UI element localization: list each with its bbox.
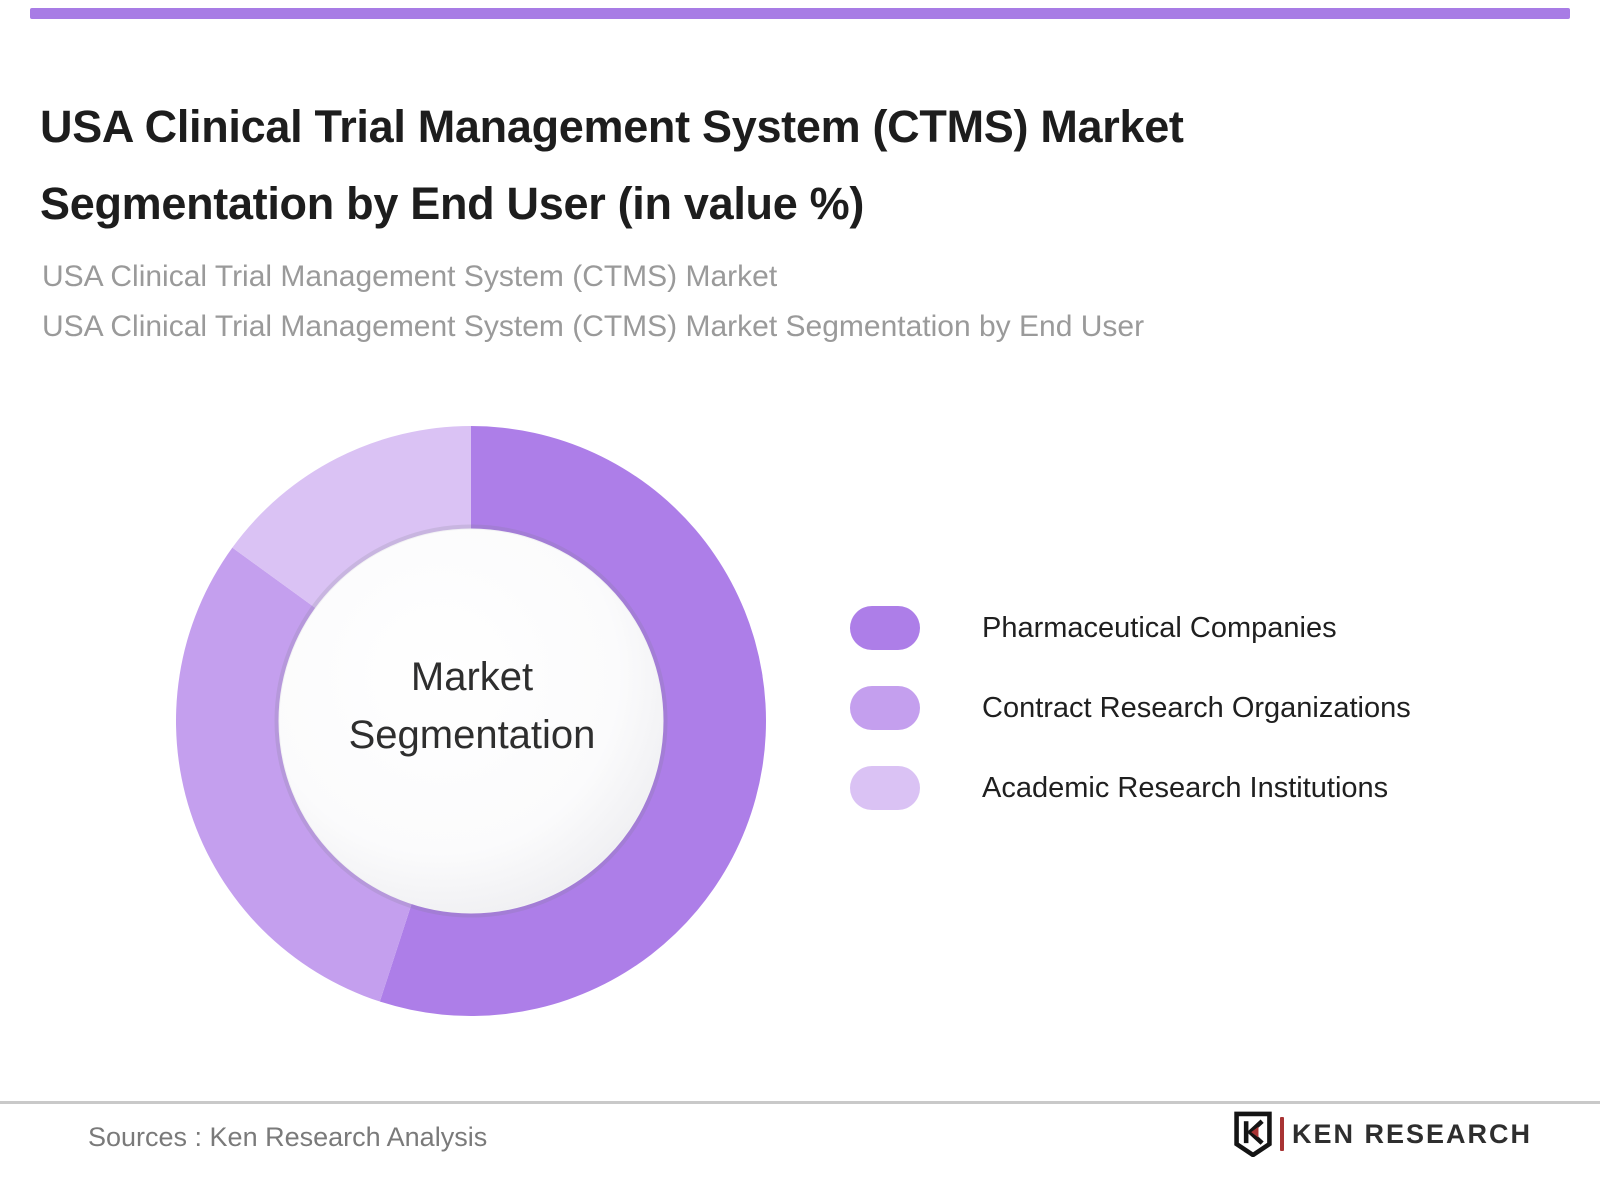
legend-item-3: Academic Research Institutions [850, 766, 1500, 810]
donut-segment-3 [232, 426, 471, 612]
legend-label-2: Contract Research Organizations [982, 691, 1411, 724]
subtitle-block: USA Clinical Trial Management System (CT… [42, 252, 1522, 352]
subtitle-line-2: USA Clinical Trial Management System (CT… [42, 310, 1145, 343]
logo-separator [1279, 1117, 1284, 1151]
donut-chart: Market Segmentation [176, 426, 766, 1016]
subtitle-line-1: USA Clinical Trial Management System (CT… [42, 260, 778, 293]
legend-label-1: Pharmaceutical Companies [982, 611, 1337, 644]
donut-chart-svg [176, 426, 766, 1016]
donut-center-label: Market Segmentation [348, 655, 596, 757]
legend-swatch-1 [850, 606, 920, 650]
legend-label-3: Academic Research Institutions [982, 771, 1389, 804]
source-text: Sources : Ken Research Analysis [88, 1122, 488, 1152]
donut-hole-shadow [274, 524, 668, 918]
donut-hole [278, 528, 664, 914]
donut-segment-1 [379, 426, 766, 1016]
donut-segment-2 [176, 547, 414, 1002]
legend-swatch-2 [850, 686, 920, 730]
legend: Pharmaceutical Companies Contract Researc… [850, 606, 1500, 846]
logo-wordmark: KEN RESEARCH [1291, 1118, 1532, 1149]
shield-k-icon [1234, 1111, 1272, 1157]
page-title: USA Clinical Trial Management System (CT… [40, 101, 1184, 230]
legend-item-1: Pharmaceutical Companies [850, 606, 1500, 650]
ken-research-logo: KEN RESEARCH [1232, 1110, 1532, 1158]
accent-bar [30, 8, 1570, 19]
legend-item-2: Contract Research Organizations [850, 686, 1500, 730]
footer-divider [0, 1101, 1600, 1104]
legend-swatch-3 [850, 766, 920, 810]
